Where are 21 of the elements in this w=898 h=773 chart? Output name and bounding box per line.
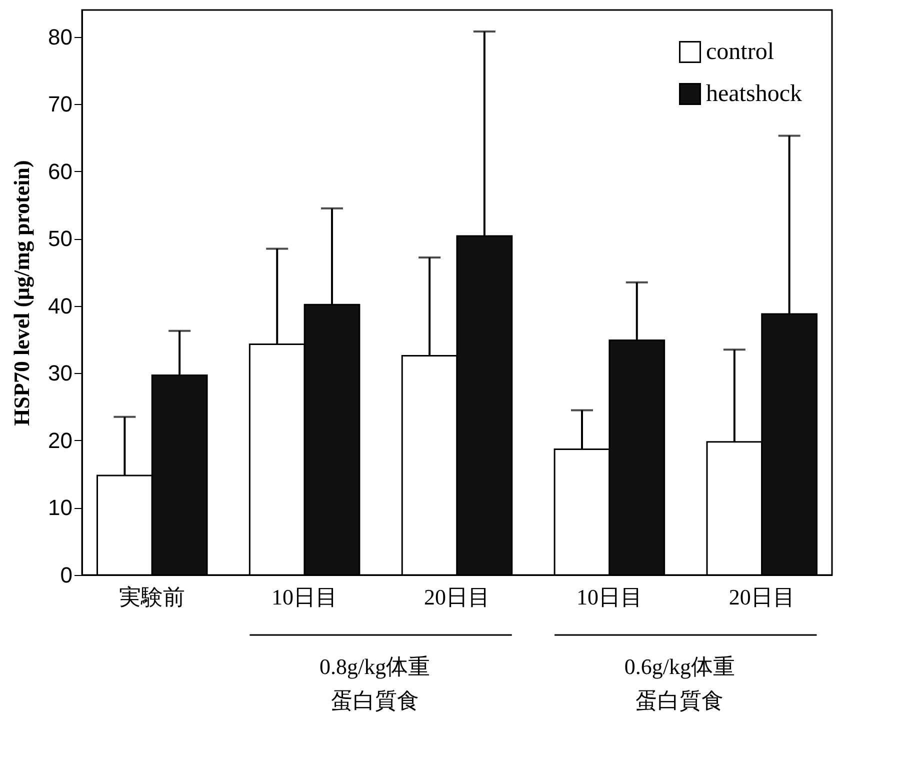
y-tick-label: 50 bbox=[48, 226, 72, 252]
text: 0.6g/kg体重 bbox=[624, 654, 735, 679]
legend-label: heatshock bbox=[706, 81, 802, 107]
text: 蛋白質食 bbox=[636, 688, 724, 713]
y-tick-label: 20 bbox=[48, 428, 72, 453]
y-tick-label: 0 bbox=[60, 562, 72, 588]
x-tick-label: 実験前 bbox=[119, 584, 186, 610]
y-tick-label: 80 bbox=[48, 24, 72, 50]
text: 蛋白質食 bbox=[330, 688, 419, 713]
x-tick-label: 10日目 bbox=[272, 584, 338, 610]
y-tick-label: 30 bbox=[48, 360, 72, 386]
y-tick-label: 70 bbox=[48, 92, 72, 117]
legend-label: control bbox=[706, 39, 774, 65]
x-tick-label: 20日目 bbox=[424, 584, 490, 610]
x-tick-label: 20日目 bbox=[728, 584, 795, 610]
y-tick-label: 10 bbox=[48, 495, 72, 520]
text: 0.8g/kg体重 bbox=[319, 654, 430, 679]
y-tick-label: 40 bbox=[48, 293, 72, 318]
x-tick-label: 10日目 bbox=[576, 584, 642, 610]
y-tick-label: 60 bbox=[48, 158, 72, 184]
y-axis-title: HSP70 level (μg/mg protein) bbox=[9, 160, 34, 426]
